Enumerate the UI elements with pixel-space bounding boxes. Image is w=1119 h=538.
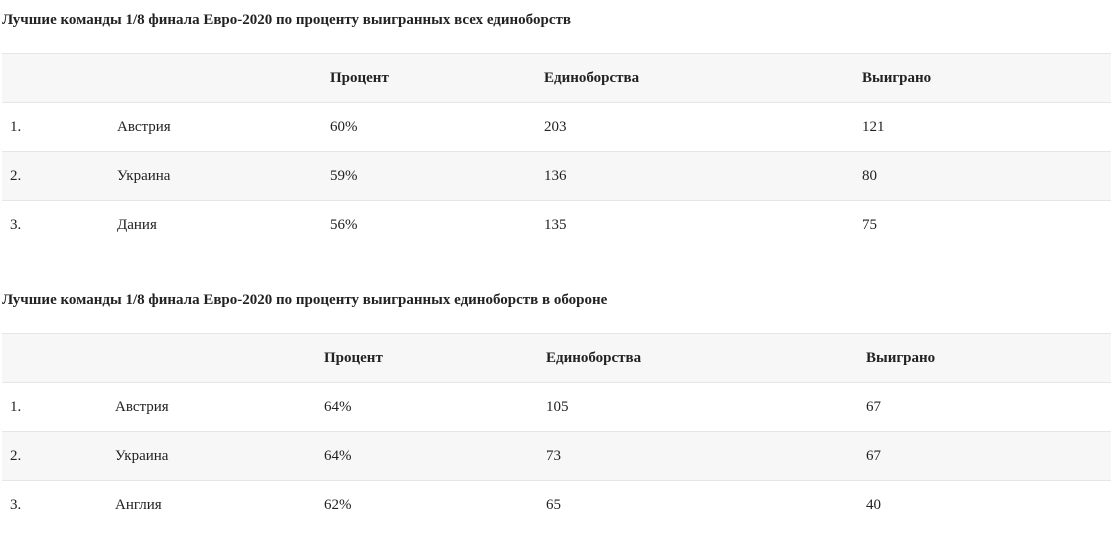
table-cell: 2. xyxy=(2,151,109,201)
header-cell xyxy=(109,53,322,103)
table-cell: 56% xyxy=(322,200,536,249)
table-row: 1. Австрия 64% 105 67 xyxy=(2,382,1111,432)
table-cell: 62% xyxy=(316,480,538,529)
header-cell: Выиграно xyxy=(858,333,1111,383)
header-cell: Выиграно xyxy=(854,53,1111,103)
table-cell: 80 xyxy=(854,151,1111,201)
table-row: 2. Украина 59% 136 80 xyxy=(2,151,1111,201)
header-cell: Процент xyxy=(322,53,536,103)
table-cell: 136 xyxy=(536,151,854,201)
table-title: Лучшие команды 1/8 финала Евро-2020 по п… xyxy=(2,12,571,28)
table-cell: 2. xyxy=(2,431,107,481)
header-cell: Процент xyxy=(316,333,538,383)
data-table: Процент Единоборства Выиграно 1. Австрия 64% 1… xyxy=(2,333,1111,529)
table-cell: 64% xyxy=(316,431,538,481)
table-cell: 75 xyxy=(854,200,1111,249)
table-cell: Украина xyxy=(109,151,322,201)
data-table: Процент Единоборства Выиграно 1. Австрия 60% 2… xyxy=(2,53,1111,249)
table-row: 3. Дания 56% 135 75 xyxy=(2,200,1111,249)
table-cell: Австрия xyxy=(109,102,322,152)
table-cell: 65 xyxy=(538,480,858,529)
table-cell: 135 xyxy=(536,200,854,249)
table-cell: 3. xyxy=(2,200,109,249)
table-row: 2. Украина 64% 73 67 xyxy=(2,431,1111,481)
table-cell: 67 xyxy=(858,382,1111,432)
table-cell: 121 xyxy=(854,102,1111,152)
table-cell: 1. xyxy=(2,382,107,432)
table-cell: Дания xyxy=(109,200,322,249)
header-row: Процент Единоборства Выиграно xyxy=(2,333,1111,383)
table-cell: 73 xyxy=(538,431,858,481)
table-cell: 40 xyxy=(858,480,1111,529)
header-cell xyxy=(2,333,107,383)
table-cell: 105 xyxy=(538,382,858,432)
table-cell: 59% xyxy=(322,151,536,201)
header-row: Процент Единоборства Выиграно xyxy=(2,53,1111,103)
table-cell: Австрия xyxy=(107,382,316,432)
table-title: Лучшие команды 1/8 финала Евро-2020 по п… xyxy=(2,292,608,308)
table-cell: Украина xyxy=(107,431,316,481)
header-cell xyxy=(2,53,109,103)
table-row: 1. Австрия 60% 203 121 xyxy=(2,102,1111,152)
table-cell: 1. xyxy=(2,102,109,152)
table-cell: 67 xyxy=(858,431,1111,481)
table-cell: 3. xyxy=(2,480,107,529)
table-cell: 64% xyxy=(316,382,538,432)
table-cell: Англия xyxy=(107,480,316,529)
table-cell: 60% xyxy=(322,102,536,152)
header-cell xyxy=(107,333,316,383)
header-cell: Единоборства xyxy=(538,333,858,383)
table-cell: 203 xyxy=(536,102,854,152)
table-row: 3. Англия 62% 65 40 xyxy=(2,480,1111,529)
header-cell: Единоборства xyxy=(536,53,854,103)
